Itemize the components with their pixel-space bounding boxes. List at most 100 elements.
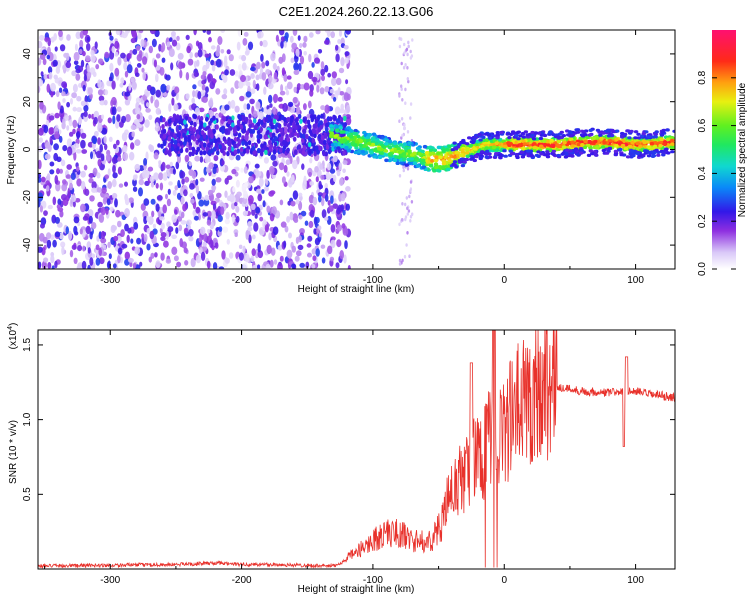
spectrogram-cell — [491, 145, 497, 149]
spectrogram-cell — [515, 131, 520, 135]
spectrogram-cell — [320, 61, 325, 70]
spectrogram-cell — [285, 90, 290, 96]
spectrogram-cell — [243, 190, 248, 199]
spectrogram-cell — [569, 137, 574, 142]
spectrogram-cell — [106, 80, 112, 87]
spectrogram-cell — [273, 259, 278, 265]
spectrogram-cell — [415, 146, 421, 151]
spectrogram-cell — [383, 149, 389, 153]
spectrogram-cell — [136, 114, 141, 120]
spectrogram-cell — [181, 178, 185, 185]
spectrogram-cell — [419, 161, 425, 165]
spectrogram-cell — [358, 139, 363, 143]
spectrogram-cell — [43, 73, 48, 80]
spectrogram-cell — [511, 131, 516, 135]
spectrogram-cell — [284, 32, 289, 40]
spectrogram-cell — [260, 143, 264, 149]
spectrogram-cell — [586, 143, 591, 148]
spectrogram-cell — [279, 30, 285, 36]
spectrogram-cell — [515, 155, 520, 160]
spectrogram-cell — [237, 132, 242, 138]
spectrogram-cell — [154, 252, 158, 258]
spectrogram-cell — [132, 48, 138, 55]
spectrogram-cell — [112, 192, 118, 200]
spectrogram-cell — [635, 141, 640, 145]
spectrogram-cell — [171, 234, 178, 240]
spectrogram-cell — [400, 61, 403, 66]
y-tick-label: 1.0 — [22, 412, 33, 426]
spectrogram-cell — [313, 228, 317, 235]
spectrogram-cell — [646, 135, 651, 139]
spectrogram-cell — [135, 45, 141, 51]
spectrogram-cell — [328, 116, 333, 122]
spectrogram-cell — [198, 107, 205, 113]
spectrogram-cell — [98, 58, 104, 65]
spectrogram-cell — [402, 165, 405, 170]
spectrogram-cell — [344, 240, 348, 250]
spectrogram-cell — [333, 142, 338, 147]
spectrogram-cell — [81, 260, 87, 269]
spectrogram-cell — [173, 255, 179, 262]
spectrogram-cell — [474, 155, 479, 159]
spectrogram-cell — [307, 235, 313, 242]
spectrogram-cell — [192, 113, 196, 119]
spectrogram-cell — [149, 175, 155, 183]
spectrogram-cell — [186, 45, 192, 54]
spectrogram-cell — [291, 263, 296, 269]
spectrogram-cell — [280, 36, 285, 42]
spectrogram-cell — [176, 35, 180, 42]
spectrogram-cell — [187, 134, 191, 140]
spectrogram-cell — [583, 133, 588, 137]
spectrogram-cell — [640, 134, 645, 138]
spectrogram-cell — [268, 232, 272, 241]
spectrogram-cell — [239, 95, 245, 102]
spectrogram-cell — [137, 33, 142, 40]
spectrogram-cell — [316, 84, 320, 93]
spectrogram-cell — [593, 139, 598, 144]
spectrogram-cell — [38, 262, 41, 269]
spectrogram-cell — [117, 247, 123, 255]
spectrogram-cell — [143, 233, 148, 243]
spectrogram-cell — [133, 222, 139, 230]
spectrogram-cell — [343, 122, 348, 128]
spectrogram-cell — [272, 149, 277, 155]
spectrogram-cell — [304, 124, 308, 130]
spectrogram-cell — [101, 114, 105, 120]
spectrogram-cell — [613, 149, 619, 153]
spectrogram-cell — [261, 189, 265, 194]
colorbar-tick-label: 0.4 — [697, 166, 708, 180]
spectrogram-cell — [124, 181, 128, 187]
spectrogram-cell — [163, 240, 169, 248]
spectrogram-cell — [398, 262, 402, 266]
spectrogram-cell — [539, 152, 544, 156]
spectrogram-cell — [400, 87, 403, 91]
spectrogram-cell — [341, 223, 346, 229]
spectrogram-cell — [164, 121, 169, 127]
spectrogram-cell — [190, 257, 196, 268]
spectrogram-cell — [60, 241, 66, 248]
spectrogram-cell — [98, 231, 102, 240]
spectrogram-cell — [135, 72, 140, 77]
spectrogram-cell — [301, 137, 305, 143]
spectrogram-cell — [296, 106, 301, 116]
spectrogram-cell — [177, 215, 183, 222]
spectrogram-cell — [191, 97, 195, 104]
spectrogram-cell — [205, 60, 210, 69]
spectrogram-cell — [297, 244, 304, 251]
spectrogram-cell — [57, 101, 61, 110]
spectrogram-cell — [214, 242, 219, 249]
spectrogram-cell — [349, 129, 354, 133]
spectrogram-cell — [201, 84, 206, 91]
spectrogram-cell — [261, 72, 267, 81]
spectrogram-cell — [143, 198, 150, 206]
spectrogram-cell — [155, 107, 161, 115]
spectrogram-cell — [163, 133, 167, 139]
spectrogram-cell — [238, 244, 243, 249]
spectrogram-cell — [320, 113, 324, 119]
spectrogram-cell — [432, 168, 437, 173]
spectrogram-cell — [150, 198, 156, 205]
spectrogram-cell — [61, 194, 67, 201]
spectrogram-cell — [100, 230, 106, 240]
spectrogram-cell — [241, 140, 245, 146]
spectrogram-cell — [131, 30, 138, 39]
